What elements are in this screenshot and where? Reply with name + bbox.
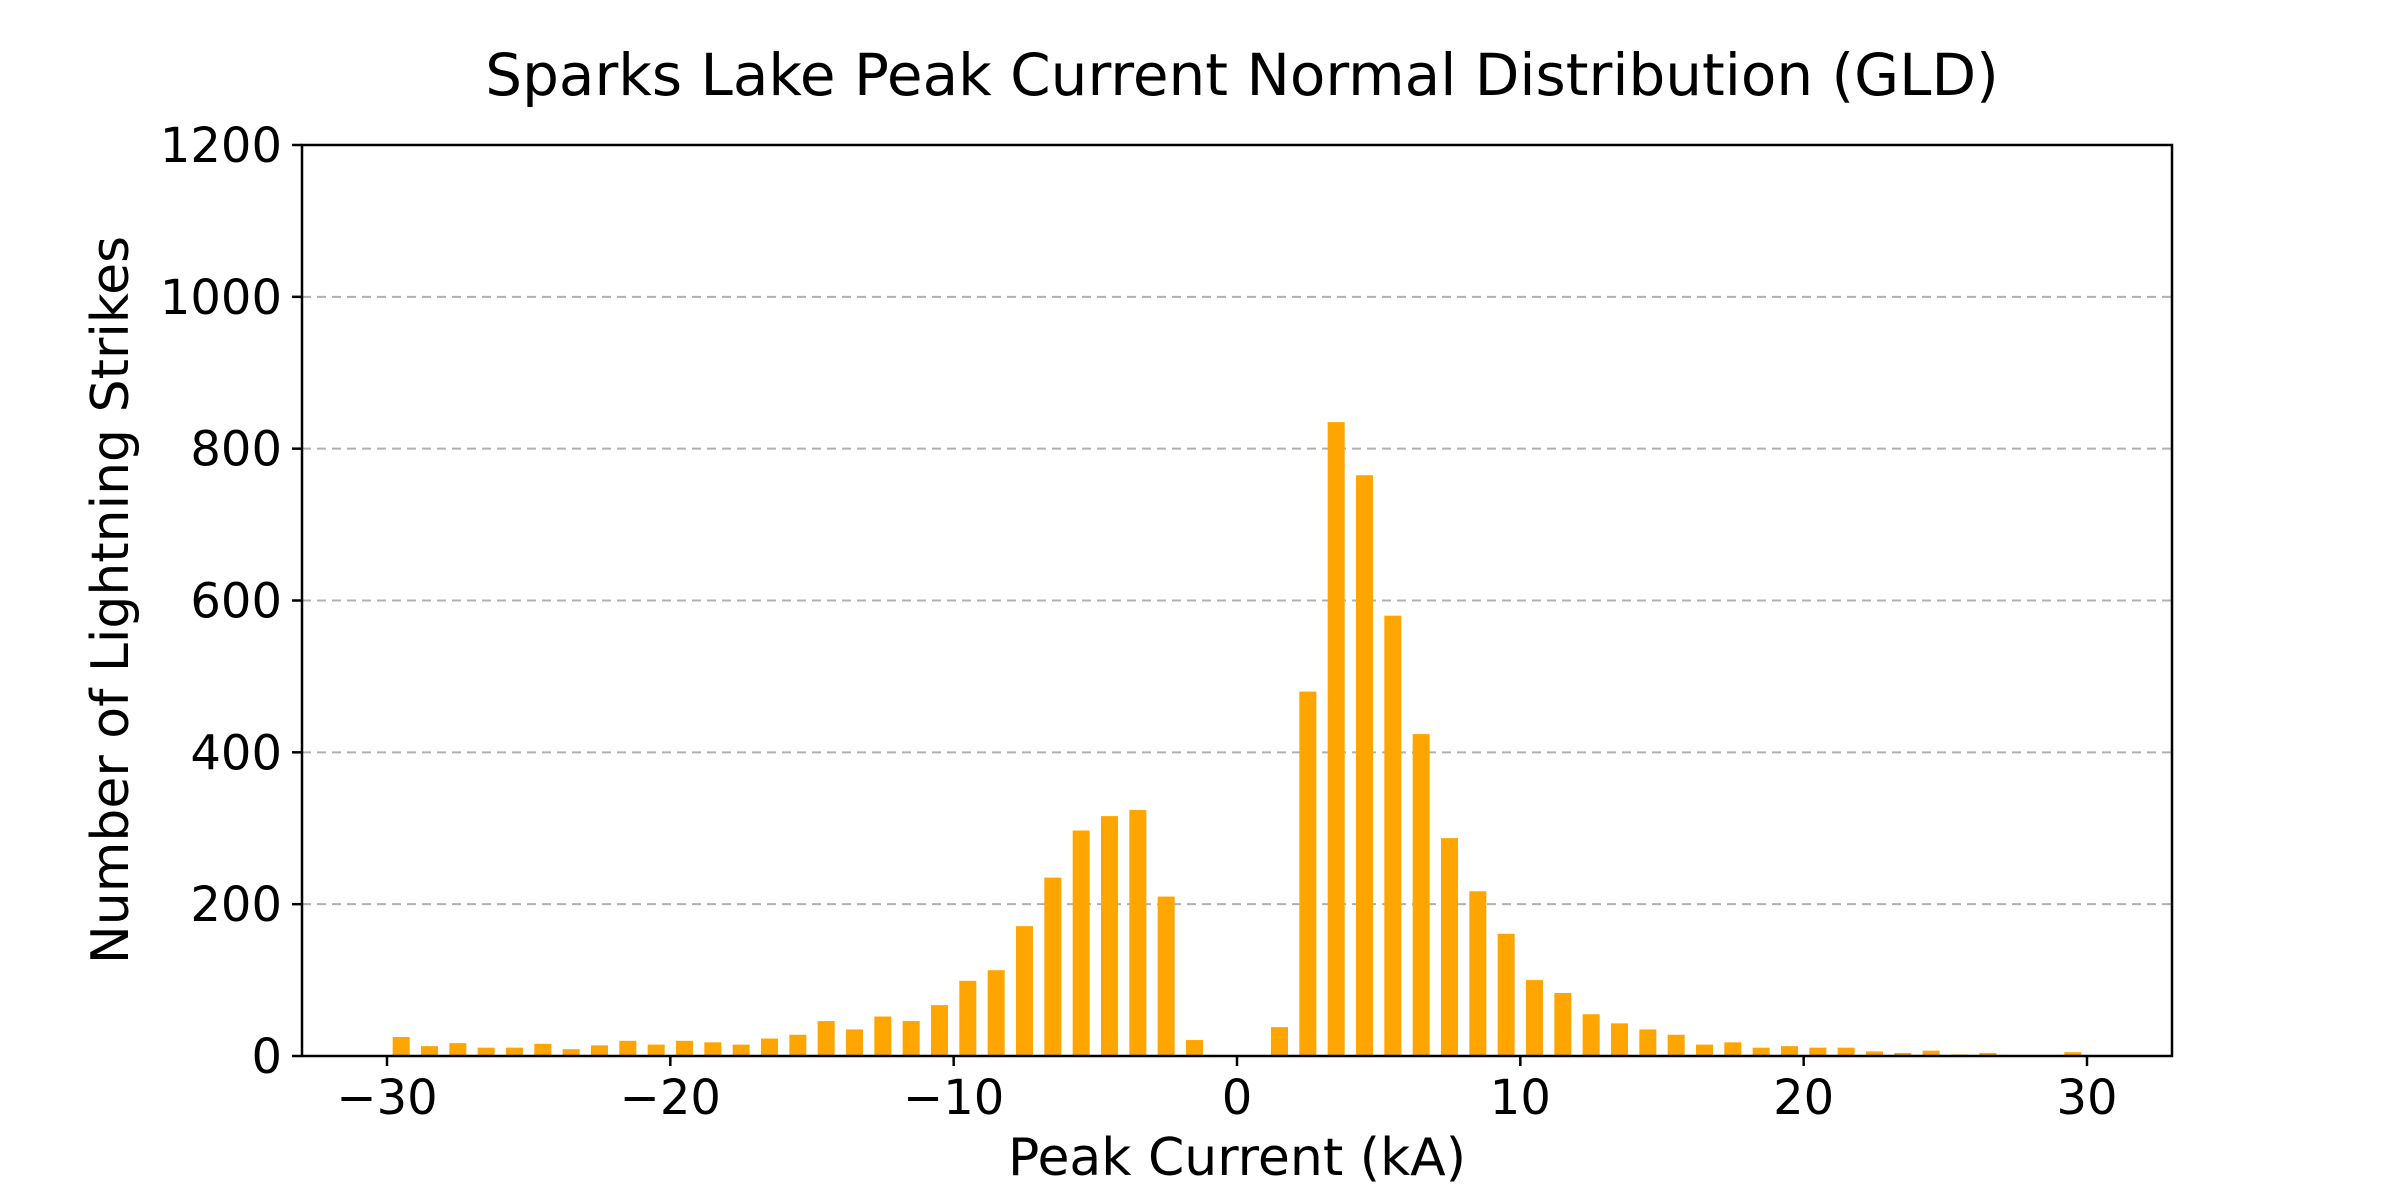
bar [1667, 1034, 1685, 1056]
bar [591, 1045, 608, 1056]
bar [1639, 1029, 1657, 1056]
bar [1497, 933, 1515, 1056]
x-tick-label: −20 [620, 1070, 721, 1126]
y-tick-label: 400 [190, 725, 282, 781]
bar [1526, 980, 1543, 1056]
y-axis-ticks: 0 200 400 600 800 1000 1200 [160, 118, 302, 1085]
bar [2064, 1052, 2082, 1056]
bar [392, 1037, 410, 1056]
bar [1072, 830, 1090, 1056]
bar [1781, 1046, 1798, 1056]
bar [704, 1042, 722, 1056]
bar [1356, 475, 1373, 1056]
y-tick-label: 600 [190, 574, 282, 630]
bar [1922, 1050, 1940, 1056]
bar [1752, 1047, 1770, 1056]
bar [449, 1043, 467, 1056]
bar [562, 1049, 580, 1056]
x-tick-label: 10 [1490, 1070, 1551, 1126]
bar [421, 1046, 438, 1056]
y-axis-label: Number of Lightning Strikes [81, 236, 141, 964]
bar [1157, 896, 1175, 1056]
x-tick-label: −30 [336, 1070, 437, 1126]
x-tick-label: −10 [903, 1070, 1004, 1126]
bar [817, 1021, 835, 1056]
bar [1327, 422, 1345, 1056]
bar [1016, 926, 1033, 1056]
bar [619, 1040, 637, 1056]
bar [1101, 816, 1118, 1056]
bar [1866, 1051, 1883, 1056]
bar [676, 1040, 693, 1056]
bar [959, 980, 977, 1056]
bars [392, 422, 2082, 1056]
y-tick-label: 1000 [160, 270, 282, 326]
bar [477, 1047, 495, 1056]
bar [789, 1034, 807, 1056]
bar [874, 1016, 892, 1056]
bar [761, 1038, 778, 1056]
bar [1299, 691, 1317, 1056]
bar [1837, 1047, 1855, 1056]
x-tick-label: 20 [1773, 1070, 1834, 1126]
bar [902, 1021, 920, 1056]
grid-lines [302, 295, 2172, 906]
bar [931, 1005, 948, 1056]
y-tick-label: 200 [190, 877, 282, 933]
bar [732, 1044, 750, 1056]
bar [647, 1044, 665, 1056]
x-tick-label: 30 [2056, 1070, 2117, 1126]
bar [1271, 1027, 1288, 1056]
y-tick-label: 1200 [160, 118, 282, 174]
bar [987, 970, 1005, 1056]
chart-title: Sparks Lake Peak Current Normal Distribu… [485, 41, 1998, 109]
bar [1809, 1047, 1827, 1056]
bar [1186, 1040, 1203, 1056]
bar [1979, 1052, 1997, 1056]
bar [1724, 1042, 1742, 1056]
bar [1469, 891, 1487, 1056]
bar [1044, 877, 1062, 1056]
bar [1129, 810, 1147, 1056]
y-tick-label: 0 [251, 1029, 282, 1085]
bar [1894, 1052, 1912, 1056]
x-axis-ticks: −30 −20 −10 0 10 20 30 [336, 1056, 2118, 1126]
y-tick-label: 800 [190, 422, 282, 478]
x-tick-label: 0 [1222, 1070, 1253, 1126]
bar [1582, 1014, 1600, 1056]
bar [1412, 734, 1430, 1056]
bar [506, 1047, 523, 1056]
bar [1696, 1044, 1713, 1056]
bar [1384, 615, 1402, 1056]
bar [1441, 838, 1458, 1056]
bar [1611, 1023, 1628, 1056]
bar [846, 1029, 863, 1056]
x-axis-label: Peak Current (kA) [1008, 1128, 1466, 1188]
bar [534, 1043, 552, 1056]
bar [1554, 992, 1572, 1056]
